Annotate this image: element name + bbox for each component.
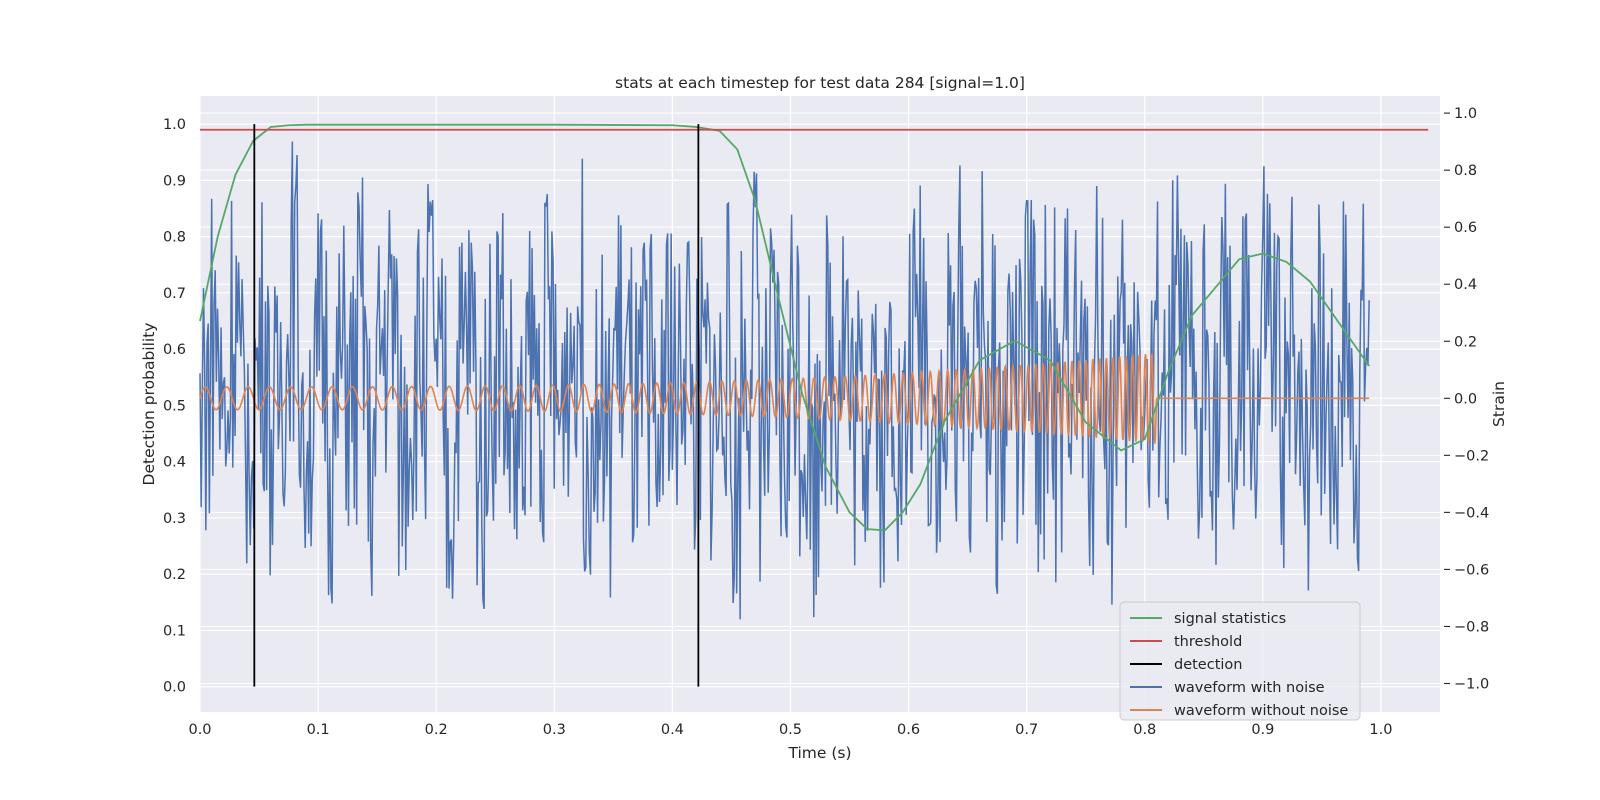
y2-tick-label: 0.8	[1454, 163, 1477, 179]
y-tick-label: 0.7	[163, 286, 186, 302]
x-tick-label: 0.7	[1015, 722, 1038, 738]
x-tick-label: 0.6	[897, 722, 920, 738]
x-tick-label: 0.2	[425, 722, 448, 738]
plot-area	[199, 123, 1429, 687]
legend: signal statistics threshold detection wavef…	[1119, 601, 1361, 721]
y2-tick-label: −0.2	[1454, 448, 1489, 464]
y2-tick-label: 0.6	[1454, 220, 1477, 236]
y-tick-label: 0.2	[163, 567, 186, 583]
x-axis-ticks: 0.0 0.1 0.2 0.3 0.4 0.5 0.6 0.7 0.8 0.9 1.0	[188, 722, 1392, 738]
series-waveform-with-noise	[199, 141, 1370, 620]
y2-axis-label: Strain	[1490, 381, 1508, 427]
chart-title: stats at each timestep for test data 284…	[615, 74, 1025, 92]
y-tick-label: 0.0	[163, 680, 186, 696]
x-tick-label: 0.9	[1251, 722, 1274, 738]
y-axis-label: Detection probability	[140, 323, 158, 486]
y-tick-label: 0.3	[163, 511, 186, 527]
series-waveform-without-noise	[199, 353, 1370, 444]
y2-tick-label: −1.0	[1454, 676, 1489, 692]
y2-tick-label: 0.4	[1454, 277, 1477, 293]
x-tick-label: 1.0	[1369, 722, 1392, 738]
y2-tick-label: −0.4	[1454, 505, 1489, 521]
y2-tick-label: −0.8	[1454, 619, 1489, 635]
y2-tick-label: 1.0	[1454, 106, 1477, 122]
x-tick-label: 0.4	[661, 722, 684, 738]
legend-label: waveform without noise	[1174, 703, 1348, 719]
y-axis-ticks: 0.0 0.1 0.2 0.3 0.4 0.5 0.6 0.7 0.8 0.9 1.0	[163, 117, 186, 696]
legend-label: threshold	[1174, 634, 1242, 650]
y2-tick-label: −0.6	[1454, 562, 1489, 578]
y2-axis-ticks: −1.0 −0.8 −0.6 −0.4 −0.2 0.0 0.2 0.4 0.6 0.8 1.0	[1444, 106, 1489, 692]
legend-label: waveform with noise	[1174, 680, 1325, 696]
y-tick-label: 0.1	[163, 623, 186, 639]
clean-line	[199, 353, 1370, 444]
y-tick-label: 0.8	[163, 230, 186, 246]
series-detection	[253, 124, 700, 687]
x-tick-label: 0.8	[1133, 722, 1156, 738]
x-tick-label: 0.3	[543, 722, 566, 738]
legend-label: detection	[1174, 657, 1242, 673]
x-tick-label: 0.0	[188, 722, 211, 738]
y2-tick-label: 0.0	[1454, 391, 1477, 407]
x-tick-label: 0.1	[307, 722, 330, 738]
y-tick-label: 0.6	[163, 342, 186, 358]
y-tick-label: 0.4	[163, 455, 186, 471]
stats-line	[199, 123, 1370, 532]
y-tick-label: 0.9	[163, 173, 186, 189]
legend-box	[1119, 601, 1361, 721]
x-tick-label: 0.5	[779, 722, 802, 738]
y-tick-label: 0.5	[163, 398, 186, 414]
y2-tick-label: 0.2	[1454, 334, 1477, 350]
series-signal-statistics	[199, 123, 1370, 532]
x-axis-label: Time (s)	[787, 744, 851, 762]
legend-label: signal statistics	[1174, 611, 1286, 627]
noise-line	[199, 141, 1370, 620]
y-tick-label: 1.0	[163, 117, 186, 133]
